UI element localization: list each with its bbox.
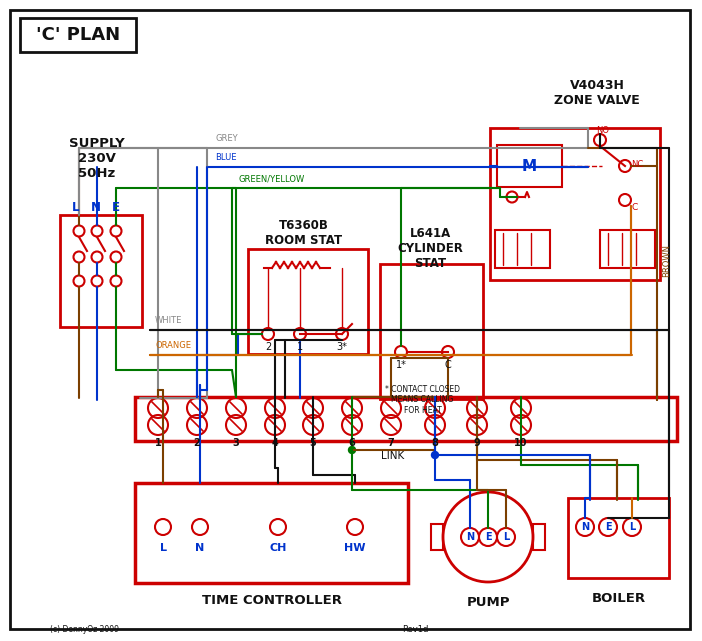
Text: 10: 10 — [515, 438, 528, 448]
Text: LINK: LINK — [381, 451, 404, 461]
Text: 7: 7 — [388, 438, 395, 448]
Text: N: N — [91, 201, 101, 213]
Text: HW: HW — [344, 543, 366, 553]
Text: C: C — [444, 360, 451, 370]
Text: 'C' PLAN: 'C' PLAN — [36, 26, 120, 44]
Text: 3: 3 — [232, 438, 239, 448]
Text: PUMP: PUMP — [466, 595, 510, 608]
Text: 9: 9 — [474, 438, 480, 448]
Text: T6360B
ROOM STAT: T6360B ROOM STAT — [265, 219, 343, 247]
Text: NO: NO — [597, 126, 609, 135]
Text: CH: CH — [270, 543, 286, 553]
Text: L: L — [159, 543, 166, 553]
Circle shape — [348, 447, 355, 453]
Bar — [568, 498, 669, 578]
Text: L: L — [503, 532, 509, 542]
Text: 1: 1 — [154, 438, 161, 448]
Text: * CONTACT CLOSED
MEANS CALLING
FOR HEAT: * CONTACT CLOSED MEANS CALLING FOR HEAT — [385, 385, 460, 415]
Text: Rev1d: Rev1d — [402, 626, 428, 635]
Bar — [380, 264, 483, 399]
Text: L641A
CYLINDER
STAT: L641A CYLINDER STAT — [397, 226, 463, 269]
Bar — [600, 230, 655, 268]
Text: 5: 5 — [310, 438, 317, 448]
Bar — [431, 524, 443, 550]
Text: N: N — [466, 532, 474, 542]
Text: E: E — [484, 532, 491, 542]
Bar — [135, 397, 677, 441]
Text: SUPPLY
230V
50Hz: SUPPLY 230V 50Hz — [69, 137, 125, 179]
Text: BLUE: BLUE — [215, 153, 237, 162]
Text: C: C — [632, 203, 638, 212]
Text: TIME CONTROLLER: TIME CONTROLLER — [201, 594, 341, 608]
Bar — [20, 18, 136, 52]
Text: NC: NC — [631, 160, 643, 169]
Text: BOILER: BOILER — [592, 592, 646, 604]
Text: N: N — [581, 522, 589, 532]
Text: V4043H
ZONE VALVE: V4043H ZONE VALVE — [554, 79, 640, 107]
Text: 1: 1 — [297, 342, 303, 352]
Bar — [60, 215, 142, 327]
Bar — [135, 483, 408, 583]
Text: E: E — [112, 201, 120, 213]
Circle shape — [432, 451, 439, 458]
Text: 6: 6 — [349, 438, 355, 448]
Bar — [497, 145, 562, 187]
Text: BROWN: BROWN — [662, 244, 671, 276]
Text: 3*: 3* — [336, 342, 347, 352]
Text: 8: 8 — [432, 438, 439, 448]
Text: 1*: 1* — [395, 360, 406, 370]
Text: L: L — [629, 522, 635, 532]
Text: GREY: GREY — [215, 134, 237, 143]
Text: N: N — [195, 543, 204, 553]
Text: 2: 2 — [194, 438, 200, 448]
Bar — [248, 249, 368, 354]
Text: GREEN/YELLOW: GREEN/YELLOW — [238, 174, 304, 183]
Text: WHITE: WHITE — [155, 316, 183, 325]
Text: ORANGE: ORANGE — [155, 341, 191, 350]
Text: M: M — [522, 158, 537, 174]
Text: 2: 2 — [265, 342, 271, 352]
Text: E: E — [604, 522, 611, 532]
Bar — [490, 128, 660, 280]
Bar — [495, 230, 550, 268]
Bar — [533, 524, 545, 550]
Text: L: L — [72, 201, 80, 213]
Text: (c) DennyOz 2009: (c) DennyOz 2009 — [50, 626, 119, 635]
Text: 4: 4 — [272, 438, 279, 448]
